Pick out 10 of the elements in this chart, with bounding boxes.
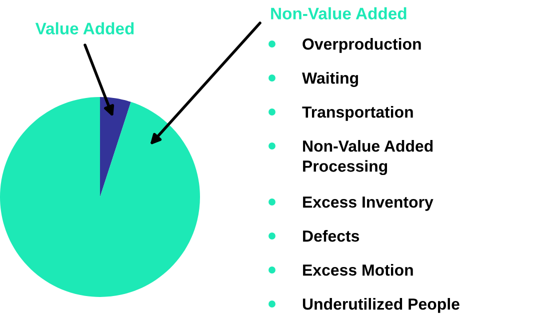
text: Excess Inventory — [303, 196, 434, 211]
text: Defects — [303, 230, 360, 242]
text: Underutilized People — [302, 298, 460, 313]
text: Transportation — [302, 106, 413, 121]
text: Non-Value Added Processing — [303, 140, 433, 176]
text: Excess Motion — [303, 264, 413, 276]
text: Waiting — [302, 72, 358, 87]
slice-label: Non-Value Added — [271, 7, 406, 20]
text: Overproduction — [302, 38, 421, 53]
slice-label: Value Added — [35, 22, 134, 34]
